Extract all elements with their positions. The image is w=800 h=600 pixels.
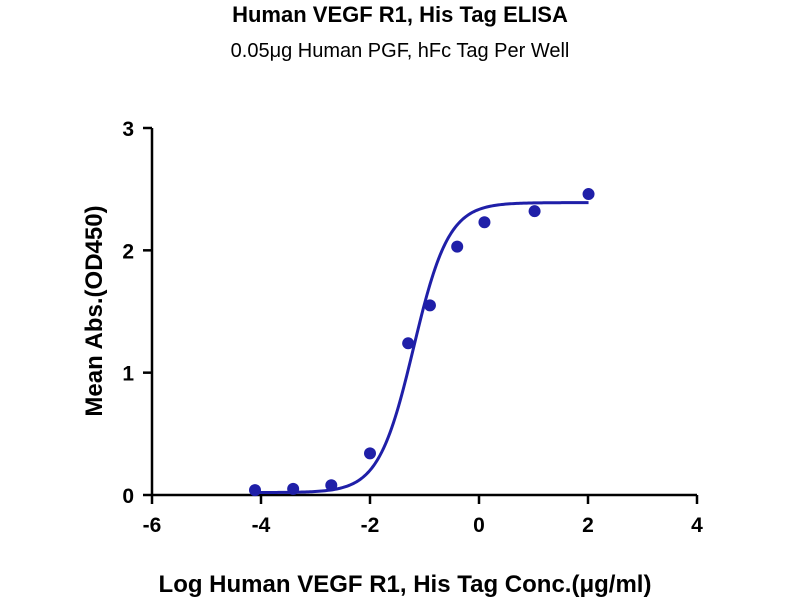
- data-point: [364, 447, 376, 460]
- data-point: [287, 482, 300, 495]
- x-tick-label: 4: [691, 514, 703, 537]
- data-point: [402, 337, 415, 350]
- x-tick-label: 2: [582, 514, 594, 537]
- data-point: [582, 188, 595, 201]
- y-tick-label: 3: [122, 118, 134, 141]
- data-point: [325, 479, 338, 492]
- y-tick-label: 2: [122, 240, 134, 263]
- x-tick-label: -6: [143, 514, 162, 537]
- x-tick-label: 0: [473, 514, 485, 537]
- x-tick-label: -2: [361, 514, 380, 537]
- chart-title: Human VEGF R1, His Tag ELISA: [232, 2, 568, 27]
- data-point: [478, 216, 491, 229]
- y-tick-label: 1: [122, 363, 134, 386]
- y-axis-label: Mean Abs.(OD450): [81, 205, 108, 416]
- data-point: [528, 205, 541, 218]
- fit-curve: [255, 201, 589, 495]
- x-axis-label: Log Human VEGF R1, His Tag Conc.(μg/ml): [159, 571, 652, 598]
- data-point: [423, 299, 436, 312]
- data-points: [249, 188, 595, 497]
- x-tick-label: -4: [252, 514, 271, 537]
- x-ticks: -6 -4 -2 0 2 4: [143, 495, 703, 537]
- data-point: [249, 484, 262, 497]
- y-ticks: 0 1 2 3: [122, 118, 152, 508]
- y-tick-label: 0: [122, 485, 134, 508]
- axes: [150, 128, 697, 497]
- data-point: [451, 240, 464, 253]
- chart-subtitle: 0.05μg Human PGF, hFc Tag Per Well: [230, 40, 570, 62]
